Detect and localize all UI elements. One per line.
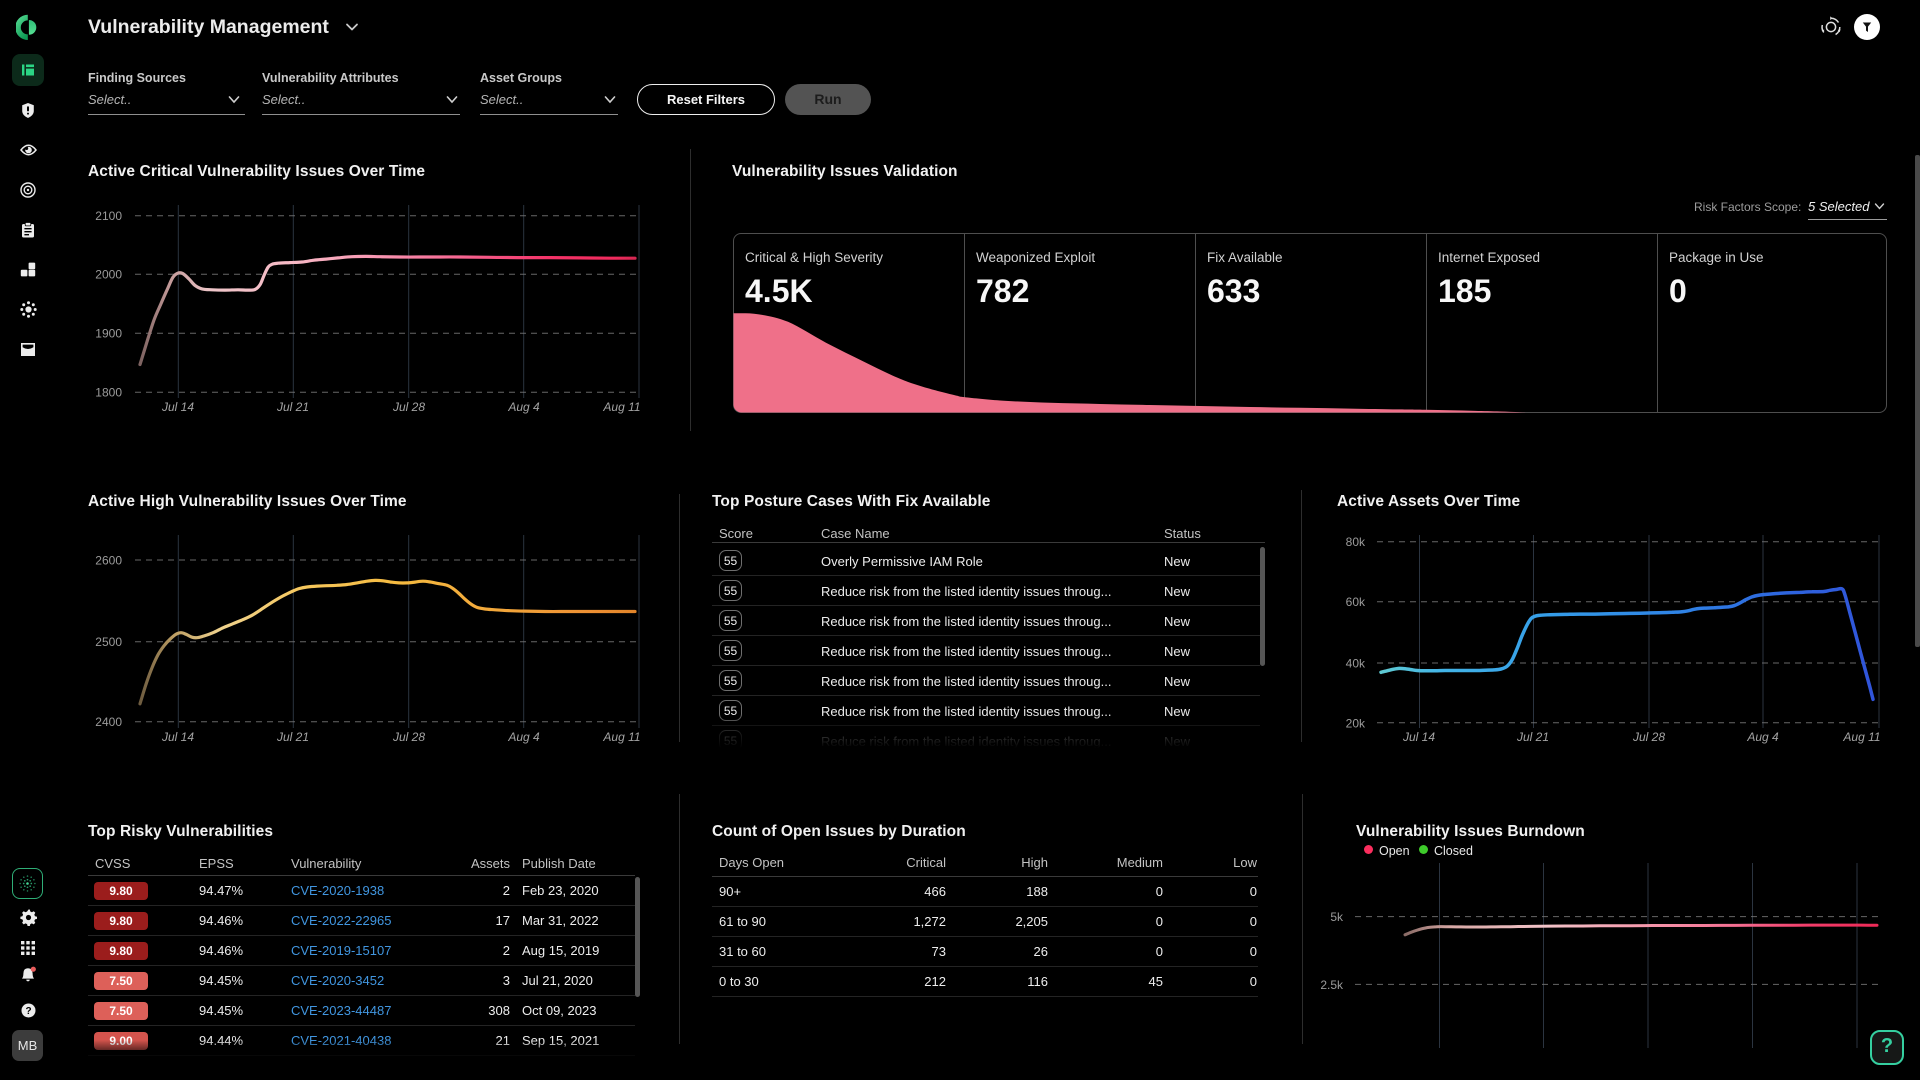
svg-text:Jul 28: Jul 28: [1632, 730, 1665, 744]
svg-text:Aug 4: Aug 4: [507, 730, 540, 744]
svg-text:Aug 11: Aug 11: [602, 400, 640, 414]
svg-text:Jul 14: Jul 14: [161, 400, 194, 414]
svg-text:2.5k: 2.5k: [1320, 978, 1344, 992]
svg-text:5k: 5k: [1330, 910, 1344, 924]
svg-text:2500: 2500: [95, 635, 122, 649]
svg-text:Jul 14: Jul 14: [161, 730, 194, 744]
svg-text:40k: 40k: [1346, 657, 1366, 671]
svg-text:Jul 28: Jul 28: [392, 400, 425, 414]
svg-text:2100: 2100: [95, 209, 122, 223]
svg-text:Aug 4: Aug 4: [1746, 730, 1779, 744]
svg-text:Jul 28: Jul 28: [392, 730, 425, 744]
svg-text:80k: 80k: [1346, 535, 1366, 549]
svg-text:2000: 2000: [95, 268, 122, 282]
svg-text:Jul 21: Jul 21: [1516, 730, 1549, 744]
svg-text:60k: 60k: [1346, 595, 1366, 609]
svg-text:?: ?: [25, 1006, 31, 1017]
svg-text:2400: 2400: [95, 715, 122, 729]
svg-text:1900: 1900: [95, 327, 122, 341]
svg-text:Jul 21: Jul 21: [276, 730, 309, 744]
svg-text:1800: 1800: [95, 386, 122, 400]
svg-text:Jul 21: Jul 21: [276, 400, 309, 414]
svg-text:Aug 11: Aug 11: [1842, 730, 1880, 744]
svg-text:20k: 20k: [1346, 716, 1366, 730]
svg-text:Jul 14: Jul 14: [1402, 730, 1435, 744]
svg-text:Aug 4: Aug 4: [507, 400, 540, 414]
svg-text:Aug 11: Aug 11: [602, 730, 640, 744]
svg-text:2600: 2600: [95, 554, 122, 568]
